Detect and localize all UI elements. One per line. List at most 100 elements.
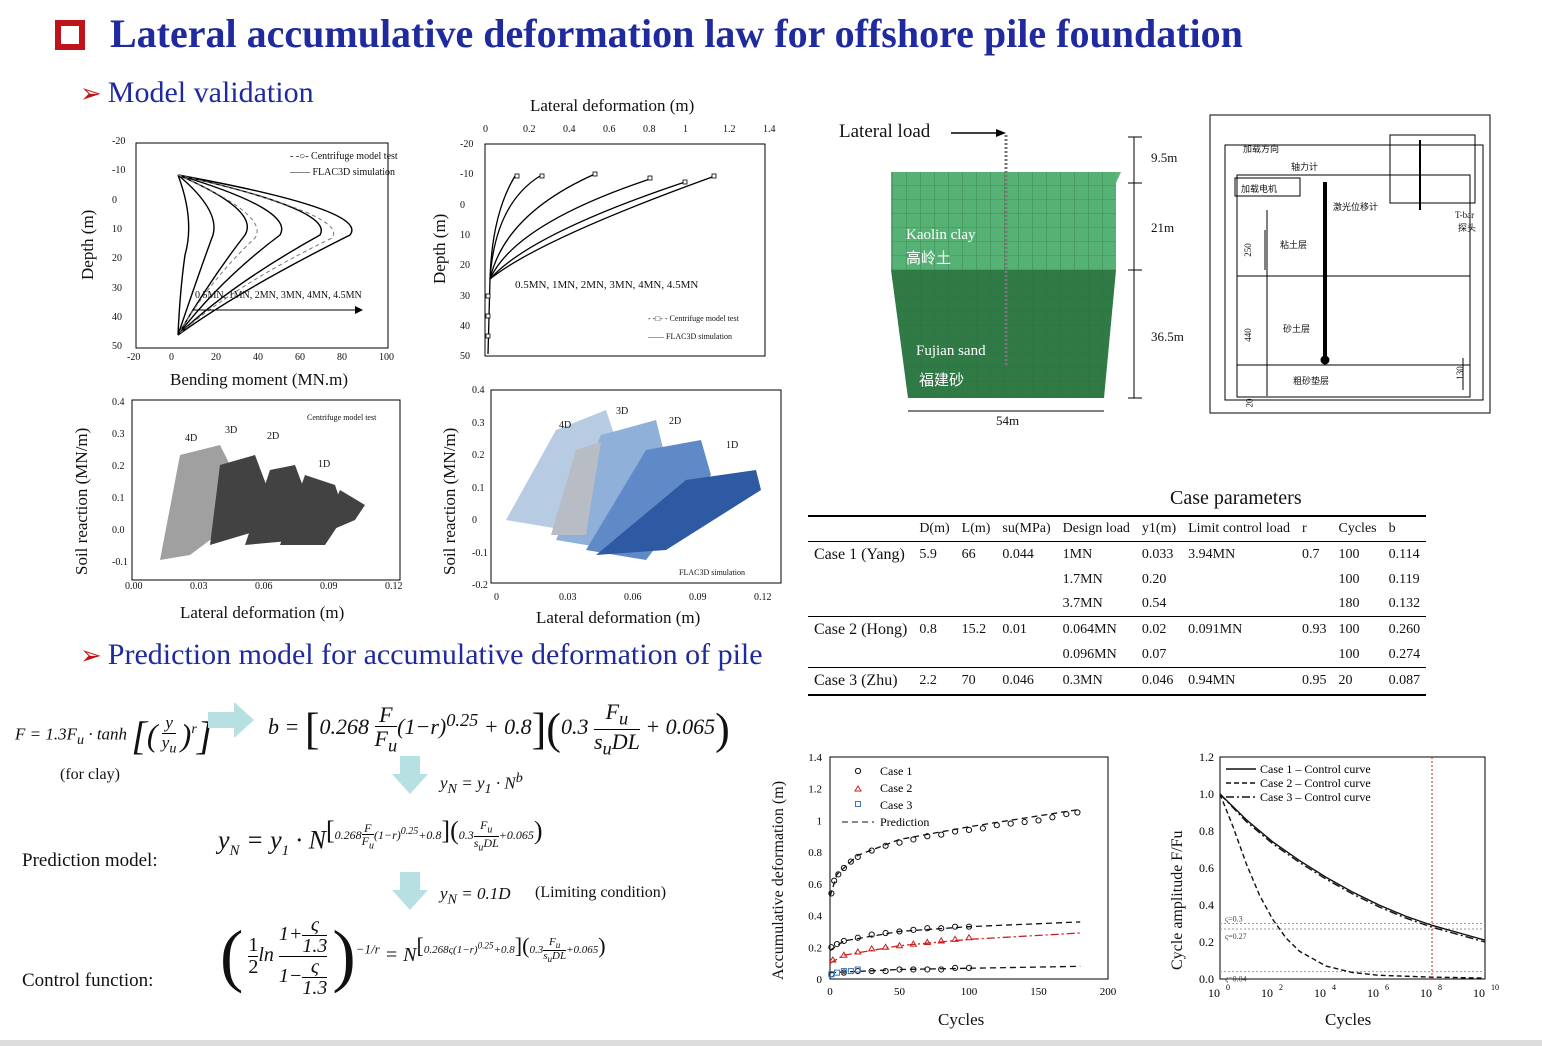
data-point-case1 — [840, 937, 848, 945]
col-l: L(m) — [955, 515, 997, 542]
table-cell-case — [808, 643, 914, 668]
data-point-case1 — [979, 825, 986, 832]
table-cell-r — [1296, 568, 1333, 592]
formula-limit: yN = 0.1D — [440, 884, 511, 908]
y-axis-label: Soil reaction (MN/m) — [440, 427, 459, 575]
y-tick-label: 0.8 — [808, 847, 822, 859]
data-point-case1 — [868, 967, 875, 975]
legend-label: Case 1 – Control curve — [1260, 762, 1371, 776]
data-point-case1 — [1035, 817, 1042, 824]
tick-label: 1.2 — [723, 124, 736, 135]
control-curve-plot: 0.0 0.2 0.4 0.6 0.8 1.0 1.2 10 0 10 2 10 4 10 6 10 8 10 10… — [1199, 750, 1499, 1000]
tick-label: 50 — [460, 351, 470, 363]
data-point-case1 — [924, 966, 931, 973]
legend: Centrifuge model test — [307, 413, 377, 422]
deformation-depth-figure: Lateral deformation (m) 0.5MN, 1MN, 2MN,… — [420, 94, 790, 374]
table-cell-su: 0.01 — [1002, 622, 1027, 637]
tick-label: -0.1 — [112, 557, 128, 568]
x-tick-exponent: 0 — [1226, 983, 1230, 992]
col-y1: y1(m) — [1135, 515, 1183, 542]
table-cell-y1: 0.54 — [1135, 592, 1183, 617]
title-bullet-icon — [55, 20, 85, 50]
tick-label: 30 — [460, 290, 470, 302]
x-tick-exponent: 6 — [1385, 983, 1389, 992]
col-b: b — [1382, 515, 1427, 542]
col-r: r — [1296, 515, 1333, 542]
data-point-case3 — [854, 966, 861, 973]
label-probe: 探头 — [1458, 223, 1477, 233]
table-cell-cycles: 100 — [1332, 643, 1383, 668]
x-tick-label: 10 — [1208, 986, 1220, 1000]
data-point-case1 — [854, 934, 861, 941]
data-point-case1 — [1049, 814, 1056, 821]
x-tick-exponent: 8 — [1438, 983, 1442, 992]
x-axis-label: Cycles — [1325, 1010, 1372, 1029]
table-cell-limit: 0.091MN — [1188, 622, 1243, 637]
table-row: Case 1 (Yang) 5.9 66 0.044 1MN 0.033 3.94MN 0.7… — [808, 542, 1426, 569]
table-cell-case: Case 3 (Zhu) — [808, 667, 914, 696]
dim-20: 20 — [1244, 398, 1255, 408]
tick-label: -10 — [112, 165, 126, 177]
control-curve — [1219, 793, 1486, 941]
label-motor: 加载电机 — [1241, 184, 1278, 194]
x-tick-label: 150 — [1030, 986, 1047, 998]
x-tick-label: 50 — [894, 986, 906, 998]
data-point-case1 — [868, 847, 875, 854]
data-point-case1 — [1063, 810, 1070, 818]
apparatus-drawing — [1209, 114, 1491, 414]
loads-label: 0.5MN, 1MN, 2MN, 3MN, 4MN, 4.5MN — [195, 290, 362, 301]
data-point-case1 — [965, 964, 973, 971]
label-axial-force: 轴力计 — [1291, 162, 1319, 172]
data-point-case1 — [847, 858, 854, 865]
y-tick-label: 1.2 — [808, 784, 822, 796]
table-cell-design: 3.7MN — [1056, 592, 1136, 617]
soil-reaction-test-figure: Centrifuge model test 4D 3D 2D 1D Soil r… — [70, 395, 410, 625]
tick-label: 50 — [112, 341, 122, 353]
y-tick-label: 0.0 — [1199, 972, 1214, 986]
params-table: D(m) L(m) su(MPa) Design load y1(m) Limi… — [808, 515, 1427, 696]
data-point-case1 — [840, 864, 848, 872]
x-axis-label: Lateral deformation (m) — [536, 608, 701, 627]
data-point-case3 — [833, 969, 840, 976]
table-cell-D: 2.2 — [913, 667, 956, 696]
table-cell-case: Case 2 (Hong) — [814, 621, 908, 638]
y-tick-label: 0.4 — [1199, 898, 1214, 912]
x-tick-label: 200 — [1100, 986, 1117, 998]
prediction-model-label: Prediction model: — [22, 850, 158, 871]
tick-label: 60 — [295, 352, 305, 363]
prediction-line — [829, 808, 1081, 897]
y-axis-label: Cycle amplitude F/Fu — [1169, 830, 1186, 970]
table-cell-limit: 0.94MN — [1182, 667, 1296, 696]
col-cycles: Cycles — [1332, 515, 1383, 542]
table-cell-cycles: 100 — [1338, 622, 1360, 637]
tick-label: 40 — [253, 352, 263, 363]
x-axis-label: Bending moment (MN.m) — [170, 370, 349, 389]
table-cell-y1: 0.07 — [1135, 643, 1183, 668]
table-cell-design: 1MN — [1062, 547, 1093, 562]
legend-sim: —— FLAC3D simulation — [648, 332, 733, 341]
label-2d: 2D — [267, 431, 280, 442]
data-point-case3 — [828, 971, 835, 978]
control-function-label: Control function: — [22, 970, 154, 991]
table-cell-su — [996, 592, 1057, 617]
table-cell-r — [1296, 592, 1333, 617]
table-cell-L: 70 — [955, 667, 997, 696]
table-cell-cycles: 20 — [1332, 667, 1383, 696]
clay-cn-label: 高岭土 — [906, 251, 952, 267]
dim-21m: 21m — [1151, 220, 1175, 235]
data-point-case1 — [924, 833, 931, 840]
data-point-case1 — [854, 967, 861, 975]
dim-54m: 54m — [996, 413, 1020, 428]
prediction-line — [829, 965, 1081, 974]
data-point-case1 — [882, 967, 889, 975]
formula-control: ( 1 2ln 1+ ς 1.3 1− ς 1.3 )−1/r = N[0.268ς(1−… — [220, 914, 606, 999]
tick-label: -20 — [127, 352, 141, 363]
dim-250: 250 — [1242, 243, 1253, 257]
tick-label: 30 — [112, 282, 122, 294]
tick-label: 0.00 — [125, 581, 143, 592]
tick-label: -20 — [112, 136, 126, 147]
legend-label: Case 2 — [880, 781, 912, 795]
table-cell-L: 15.2 — [961, 622, 987, 637]
tick-label: 1.4 — [763, 124, 776, 135]
y-axis-label: Depth (m) — [430, 213, 449, 284]
